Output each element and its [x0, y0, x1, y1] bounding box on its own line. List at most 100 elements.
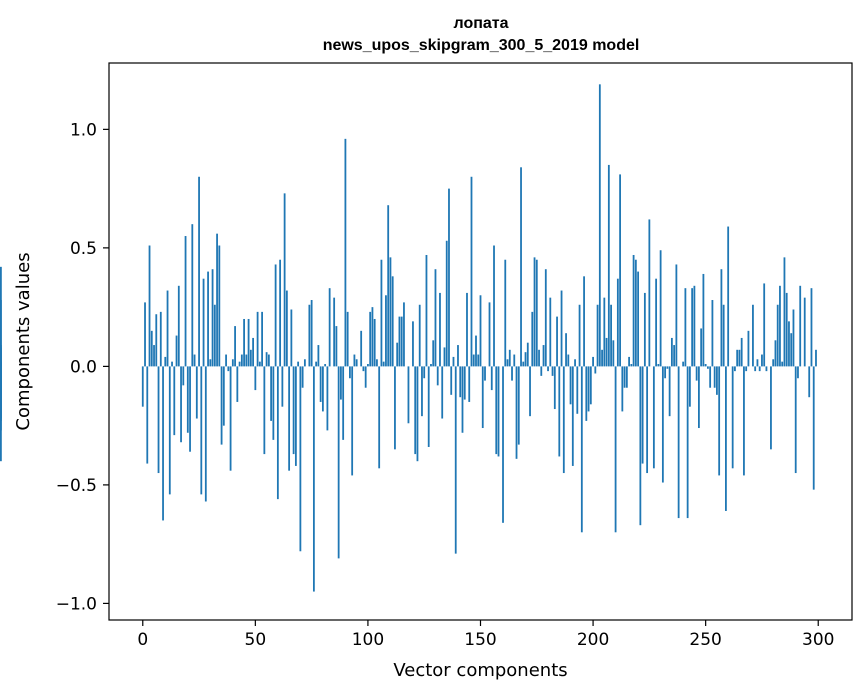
bar — [601, 349, 603, 367]
bar — [475, 335, 477, 367]
bar — [315, 361, 318, 367]
bar — [430, 364, 432, 367]
bar — [434, 269, 437, 367]
bar — [209, 359, 212, 367]
x-tick-label: 150 — [464, 630, 496, 650]
bar — [211, 269, 214, 367]
bar — [585, 366, 588, 421]
bar — [180, 366, 182, 443]
bar — [504, 259, 507, 367]
bar — [321, 366, 324, 412]
bar — [664, 366, 667, 379]
bar — [643, 292, 646, 367]
bar — [270, 366, 273, 421]
bar — [605, 337, 608, 367]
bar — [553, 366, 556, 410]
bar — [387, 205, 390, 367]
bar — [351, 366, 354, 476]
x-tick-label: 200 — [577, 630, 609, 650]
bar — [288, 366, 291, 471]
bar — [792, 309, 795, 367]
bar — [783, 257, 786, 367]
bar — [661, 366, 664, 483]
bar — [738, 349, 741, 367]
y-tick-label: 0.5 — [70, 239, 97, 259]
bar — [198, 176, 200, 367]
bar — [231, 359, 234, 367]
bar — [349, 366, 351, 379]
bar — [276, 366, 279, 500]
bar — [702, 273, 705, 367]
bar — [452, 356, 455, 367]
bar — [596, 304, 599, 367]
bar — [688, 366, 691, 407]
bar — [684, 288, 687, 367]
bar — [423, 366, 426, 379]
bar — [146, 366, 149, 464]
bar — [0, 266, 2, 367]
bar — [511, 366, 513, 381]
bar — [213, 304, 216, 367]
bar — [562, 366, 565, 474]
bar — [648, 219, 651, 367]
bar — [808, 366, 811, 398]
bar — [513, 354, 516, 367]
bar — [272, 366, 275, 440]
bar — [414, 366, 417, 455]
bar — [396, 342, 399, 367]
bar — [700, 328, 703, 367]
bar — [637, 271, 640, 367]
bar — [373, 318, 376, 367]
bar — [531, 311, 534, 367]
bar — [560, 290, 563, 367]
bar — [247, 318, 250, 367]
bar — [677, 366, 680, 519]
bar — [403, 302, 405, 367]
bar — [443, 347, 446, 367]
bar — [517, 366, 520, 445]
bar — [695, 366, 698, 381]
bar — [400, 316, 403, 367]
bar — [418, 304, 421, 367]
bar — [432, 340, 435, 367]
bar — [308, 304, 311, 367]
bar — [598, 84, 601, 367]
bar — [538, 349, 540, 367]
bar — [790, 333, 793, 367]
bar — [752, 304, 754, 367]
bar — [463, 366, 466, 400]
bar — [389, 257, 392, 367]
bar — [686, 366, 689, 519]
bar — [238, 361, 241, 367]
bar — [785, 292, 788, 367]
bars-group — [0, 84, 817, 592]
bar — [576, 366, 579, 414]
bar — [612, 340, 615, 367]
bar — [441, 366, 444, 419]
bar — [258, 361, 261, 367]
bar — [565, 333, 567, 367]
bar — [274, 264, 277, 367]
bar — [479, 295, 482, 367]
bar — [502, 366, 504, 523]
bar — [427, 366, 430, 447]
bar — [378, 366, 381, 469]
bar — [150, 330, 153, 367]
bar — [547, 366, 549, 372]
bar — [580, 366, 583, 533]
bar — [394, 366, 396, 450]
bar — [240, 354, 243, 367]
bar — [477, 354, 480, 367]
bar — [466, 292, 468, 367]
bar — [175, 335, 178, 367]
bar — [461, 366, 464, 433]
bar — [756, 359, 759, 367]
bar — [340, 366, 342, 400]
bar — [326, 366, 329, 431]
bar — [549, 297, 552, 367]
bar — [508, 349, 511, 367]
bar — [797, 366, 799, 379]
bar — [675, 264, 678, 367]
bar — [551, 366, 554, 376]
bar — [578, 304, 581, 367]
